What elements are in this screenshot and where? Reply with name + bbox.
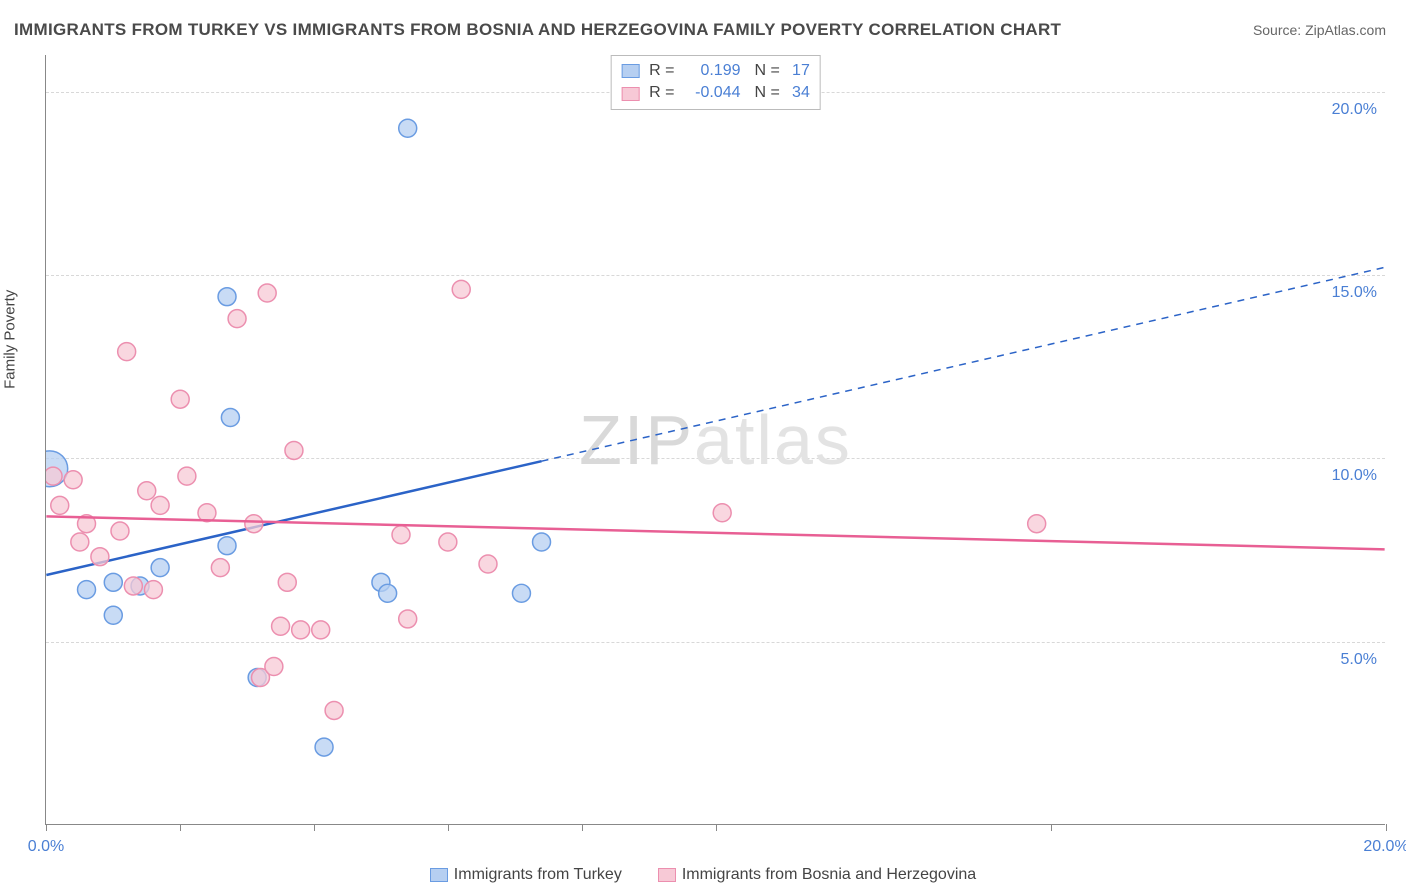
x-tick bbox=[1386, 824, 1387, 831]
scatter-point-turkey bbox=[512, 584, 530, 602]
legend-bottom-item-bosnia: Immigrants from Bosnia and Herzegovina bbox=[658, 866, 976, 884]
x-tick bbox=[448, 824, 449, 831]
chart-container: IMMIGRANTS FROM TURKEY VS IMMIGRANTS FRO… bbox=[0, 0, 1406, 892]
scatter-point-bosnia bbox=[111, 522, 129, 540]
legend-correlation-box: R = 0.199 N = 17 R = -0.044 N = 34 bbox=[610, 55, 821, 110]
scatter-point-bosnia bbox=[71, 533, 89, 551]
scatter-point-bosnia bbox=[138, 482, 156, 500]
scatter-point-bosnia bbox=[144, 581, 162, 599]
scatter-point-turkey bbox=[104, 573, 122, 591]
scatter-point-bosnia bbox=[171, 390, 189, 408]
legend-r-value: 0.199 bbox=[681, 60, 741, 82]
legend-r-value: -0.044 bbox=[681, 82, 741, 104]
x-tick bbox=[180, 824, 181, 831]
scatter-point-bosnia bbox=[452, 280, 470, 298]
scatter-point-turkey bbox=[399, 119, 417, 137]
scatter-point-bosnia bbox=[285, 441, 303, 459]
legend-series-label: Immigrants from Turkey bbox=[454, 866, 622, 884]
scatter-point-turkey bbox=[218, 288, 236, 306]
legend-n-label: N = bbox=[755, 60, 780, 82]
plot-area: ZIPatlas R =0.199N =17R =-0.044N =34 5.0… bbox=[45, 55, 1385, 825]
scatter-point-bosnia bbox=[439, 533, 457, 551]
scatter-point-turkey bbox=[151, 559, 169, 577]
legend-bottom: Immigrants from Turkey Immigrants from Bo… bbox=[0, 866, 1406, 887]
scatter-point-bosnia bbox=[479, 555, 497, 573]
scatter-point-bosnia bbox=[272, 617, 290, 635]
x-tick-label-max: 20.0% bbox=[1363, 838, 1406, 856]
scatter-point-turkey bbox=[78, 581, 96, 599]
x-tick bbox=[46, 824, 47, 831]
legend-r-label: R = bbox=[649, 82, 674, 104]
legend-r-label: R = bbox=[649, 60, 674, 82]
scatter-point-bosnia bbox=[211, 559, 229, 577]
scatter-point-turkey bbox=[315, 738, 333, 756]
scatter-point-turkey bbox=[221, 409, 239, 427]
scatter-point-bosnia bbox=[312, 621, 330, 639]
scatter-point-bosnia bbox=[1028, 515, 1046, 533]
legend-swatch-bosnia bbox=[658, 868, 676, 882]
scatter-point-turkey bbox=[533, 533, 551, 551]
scatter-point-bosnia bbox=[124, 577, 142, 595]
scatter-point-bosnia bbox=[118, 343, 136, 361]
scatter-point-bosnia bbox=[245, 515, 263, 533]
scatter-point-bosnia bbox=[64, 471, 82, 489]
legend-bottom-item-turkey: Immigrants from Turkey bbox=[430, 866, 622, 884]
source-label: Source: bbox=[1253, 22, 1301, 38]
scatter-point-bosnia bbox=[399, 610, 417, 628]
scatter-point-bosnia bbox=[265, 658, 283, 676]
scatter-point-bosnia bbox=[392, 526, 410, 544]
scatter-point-turkey bbox=[218, 537, 236, 555]
scatter-point-turkey bbox=[104, 606, 122, 624]
scatter-svg bbox=[46, 55, 1385, 824]
trend-line-bosnia bbox=[46, 516, 1384, 549]
scatter-point-bosnia bbox=[228, 310, 246, 328]
x-tick bbox=[716, 824, 717, 831]
legend-n-label: N = bbox=[755, 82, 780, 104]
scatter-point-bosnia bbox=[713, 504, 731, 522]
legend-row-bosnia: R = -0.044 N = 34 bbox=[621, 82, 810, 104]
source-attribution: Source: ZipAtlas.com bbox=[1253, 22, 1386, 38]
legend-swatch-turkey bbox=[430, 868, 448, 882]
scatter-point-bosnia bbox=[178, 467, 196, 485]
legend-swatch-bosnia bbox=[621, 87, 639, 101]
legend-row-turkey: R = 0.199 N = 17 bbox=[621, 60, 810, 82]
scatter-point-bosnia bbox=[258, 284, 276, 302]
x-tick bbox=[582, 824, 583, 831]
source-name: ZipAtlas.com bbox=[1305, 22, 1386, 38]
x-tick-label-min: 0.0% bbox=[28, 838, 64, 856]
scatter-point-bosnia bbox=[51, 496, 69, 514]
trend-line-dashed-turkey bbox=[542, 267, 1385, 461]
chart-title: IMMIGRANTS FROM TURKEY VS IMMIGRANTS FRO… bbox=[14, 20, 1061, 40]
scatter-point-bosnia bbox=[91, 548, 109, 566]
x-tick bbox=[1051, 824, 1052, 831]
scatter-point-bosnia bbox=[46, 467, 62, 485]
legend-swatch-turkey bbox=[621, 64, 639, 78]
legend-series-label: Immigrants from Bosnia and Herzegovina bbox=[682, 866, 976, 884]
y-axis-label: Family Poverty bbox=[2, 290, 19, 389]
legend-n-value: 34 bbox=[786, 82, 810, 104]
x-tick bbox=[314, 824, 315, 831]
scatter-point-bosnia bbox=[325, 701, 343, 719]
scatter-point-bosnia bbox=[151, 496, 169, 514]
legend-n-value: 17 bbox=[786, 60, 810, 82]
scatter-point-bosnia bbox=[292, 621, 310, 639]
scatter-point-turkey bbox=[379, 584, 397, 602]
scatter-point-bosnia bbox=[278, 573, 296, 591]
